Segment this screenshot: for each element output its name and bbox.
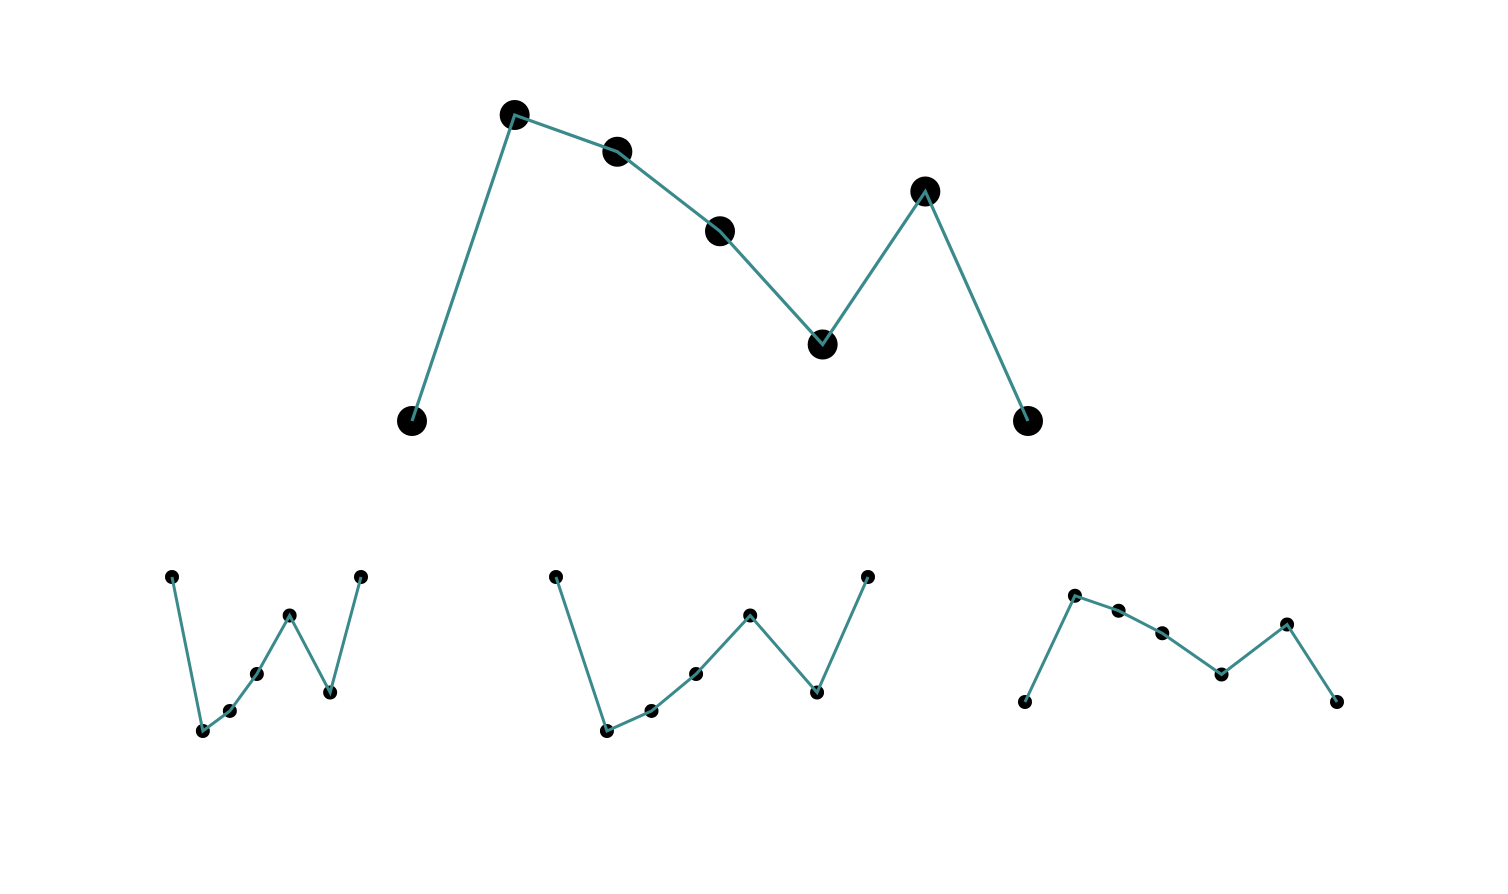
- series-line: [554, 576, 870, 734]
- data-point: [1018, 695, 1032, 709]
- series-line: [170, 576, 363, 734]
- bottom-middle-line-chart: [549, 570, 875, 738]
- bottom-left-line-chart: [165, 570, 368, 738]
- series-line: [1023, 593, 1339, 703]
- top-line-chart: [397, 100, 1043, 436]
- bottom-right-line-chart: [1018, 588, 1344, 709]
- series-line: [410, 112, 1030, 422]
